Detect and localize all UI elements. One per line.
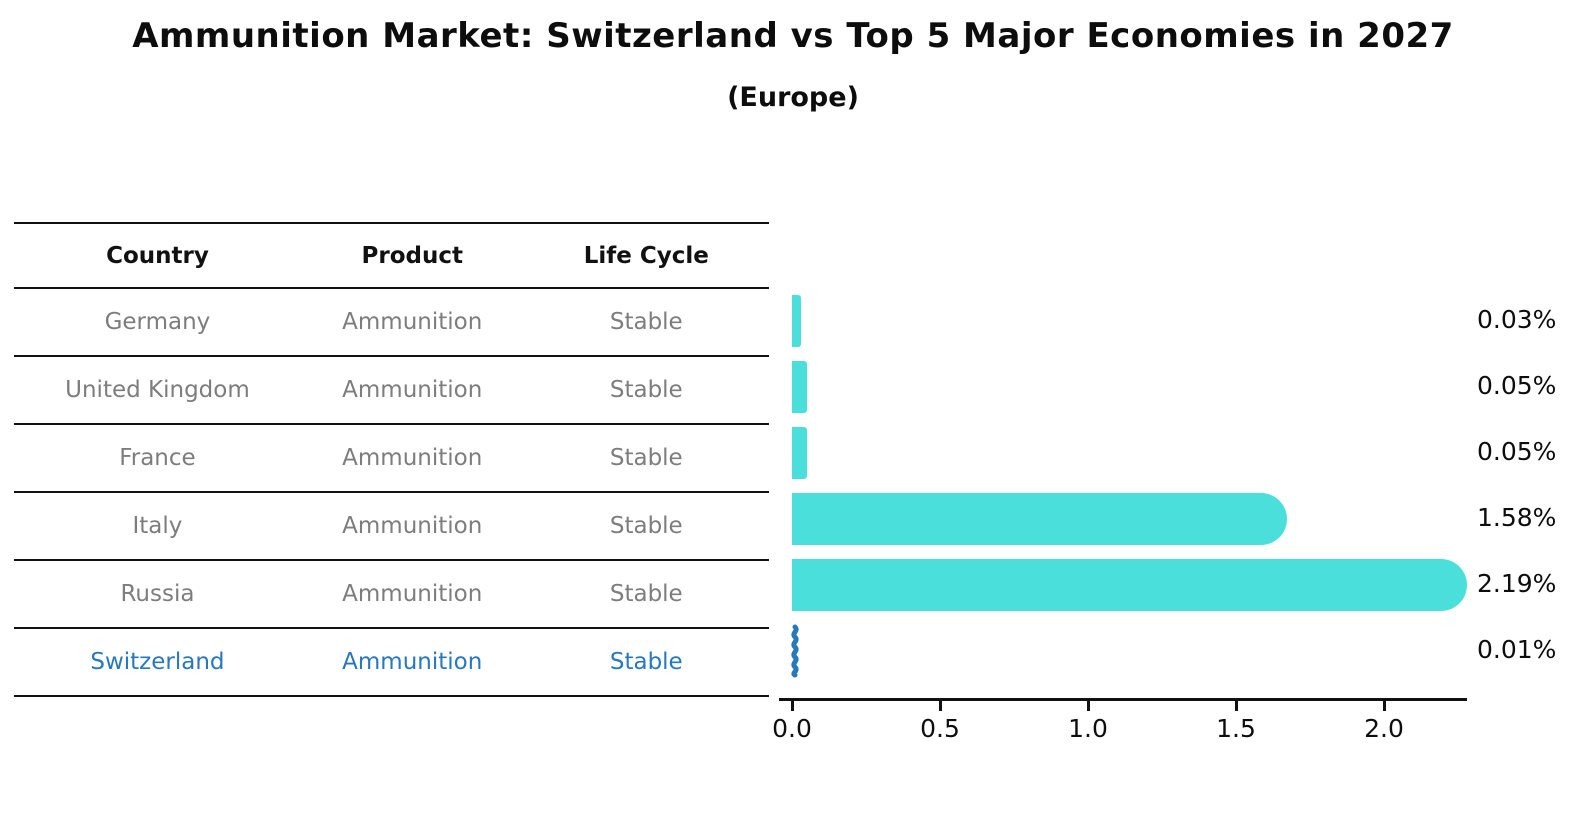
column-header-life-cycle: Life Cycle bbox=[583, 242, 709, 269]
table-row-germany: Germany Ammunition Stable bbox=[14, 289, 769, 357]
life-cycle-cell: Stable bbox=[609, 513, 683, 539]
chart-subtitle: (Europe) bbox=[727, 82, 859, 113]
x-tick-mark bbox=[1086, 701, 1090, 711]
table-row-russia: Russia Ammunition Stable bbox=[14, 561, 769, 629]
x-tick-label: 1.0 bbox=[1068, 714, 1108, 743]
table-row-italy: Italy Ammunition Stable bbox=[14, 493, 769, 561]
x-tick-mark bbox=[1382, 701, 1386, 711]
table-row-united-kingdom: United Kingdom Ammunition Stable bbox=[14, 357, 769, 425]
bar-germany bbox=[792, 295, 801, 347]
x-axis-line bbox=[779, 698, 1467, 701]
value-label-france: 0.05% bbox=[1477, 437, 1557, 466]
life-cycle-cell: Stable bbox=[609, 309, 683, 335]
value-label-russia: 2.19% bbox=[1477, 569, 1557, 598]
product-cell: Ammunition bbox=[342, 309, 483, 335]
x-tick-label: 2.0 bbox=[1364, 714, 1404, 743]
value-label-switzerland: 0.01% bbox=[1477, 635, 1557, 664]
product-cell: Ammunition bbox=[342, 377, 483, 403]
value-label-united-kingdom: 0.05% bbox=[1477, 371, 1557, 400]
country-cell: France bbox=[119, 445, 196, 471]
x-tick-mark bbox=[1234, 701, 1238, 711]
life-cycle-cell: Stable bbox=[609, 377, 683, 403]
chart-title: Ammunition Market: Switzerland vs Top 5 … bbox=[132, 16, 1454, 56]
column-header-country: Country bbox=[106, 242, 209, 269]
table-header-row: Country Product Life Cycle bbox=[14, 222, 769, 289]
x-tick-mark bbox=[790, 701, 794, 711]
life-cycle-cell: Stable bbox=[609, 649, 683, 675]
x-tick-label: 0.5 bbox=[920, 714, 960, 743]
bar-russia bbox=[792, 559, 1468, 611]
table-row-france: France Ammunition Stable bbox=[14, 425, 769, 493]
table-row-switzerland: Switzerland Ammunition Stable bbox=[14, 629, 769, 697]
product-cell: Ammunition bbox=[342, 445, 483, 471]
column-header-product: Product bbox=[361, 242, 463, 269]
country-cell: Italy bbox=[132, 513, 183, 539]
bar-switzerland bbox=[791, 624, 799, 678]
bar-united-kingdom bbox=[792, 361, 807, 413]
life-cycle-cell: Stable bbox=[609, 445, 683, 471]
bar-italy bbox=[792, 493, 1287, 545]
country-table: Country Product Life Cycle Germany Ammun… bbox=[14, 222, 769, 697]
product-cell: Ammunition bbox=[342, 513, 483, 539]
bar-france bbox=[792, 427, 807, 479]
product-cell: Ammunition bbox=[342, 581, 483, 607]
x-tick-label: 0.0 bbox=[772, 714, 812, 743]
country-cell: Germany bbox=[104, 309, 211, 335]
country-cell: Switzerland bbox=[90, 649, 225, 675]
country-cell: Russia bbox=[120, 581, 195, 607]
x-tick-label: 1.5 bbox=[1216, 714, 1256, 743]
product-cell: Ammunition bbox=[342, 649, 483, 675]
country-cell: United Kingdom bbox=[65, 377, 250, 403]
value-label-germany: 0.03% bbox=[1477, 305, 1557, 334]
life-cycle-cell: Stable bbox=[609, 581, 683, 607]
x-tick-mark bbox=[938, 701, 942, 711]
value-label-italy: 1.58% bbox=[1477, 503, 1557, 532]
